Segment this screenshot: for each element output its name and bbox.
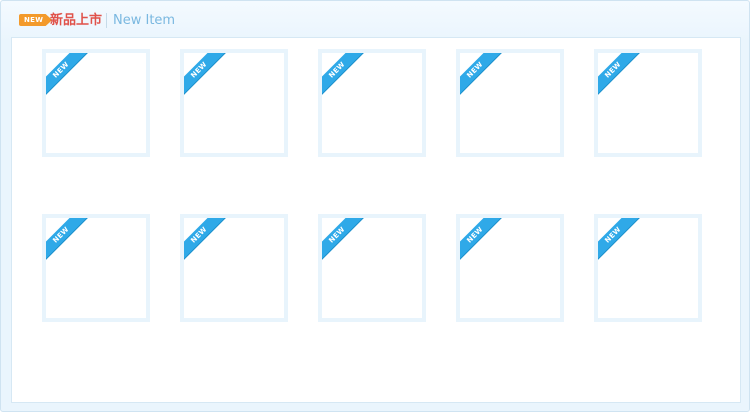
new-tag-badge: NEW: [19, 14, 53, 26]
product-grid: NEW NEW NEW NEW NEW NEW NEW NEW: [12, 38, 740, 402]
new-ribbon: NEW: [184, 218, 227, 263]
new-ribbon: NEW: [322, 53, 365, 98]
new-ribbon: NEW: [598, 53, 641, 98]
product-item[interactable]: NEW: [594, 214, 702, 322]
product-grid-area: NEW NEW NEW NEW NEW NEW NEW NEW: [11, 37, 741, 403]
new-ribbon: NEW: [46, 218, 89, 263]
panel-title-chinese: 新品上市: [50, 13, 103, 28]
new-ribbon: NEW: [460, 53, 503, 98]
panel-title-english: New Item: [113, 13, 176, 28]
product-item[interactable]: NEW: [456, 49, 564, 157]
product-item[interactable]: NEW: [42, 49, 150, 157]
new-ribbon: NEW: [322, 218, 365, 263]
new-ribbon: NEW: [460, 218, 503, 263]
new-ribbon: NEW: [184, 53, 227, 98]
product-item[interactable]: NEW: [318, 214, 426, 322]
new-ribbon: NEW: [598, 218, 641, 263]
product-item[interactable]: NEW: [180, 49, 288, 157]
product-item[interactable]: NEW: [318, 49, 426, 157]
title-divider: [106, 13, 107, 28]
product-item[interactable]: NEW: [42, 214, 150, 322]
panel-header: NEW 新品上市 New Item: [1, 1, 749, 37]
product-item[interactable]: NEW: [180, 214, 288, 322]
new-ribbon: NEW: [46, 53, 89, 98]
product-item[interactable]: NEW: [594, 49, 702, 157]
product-item[interactable]: NEW: [456, 214, 564, 322]
